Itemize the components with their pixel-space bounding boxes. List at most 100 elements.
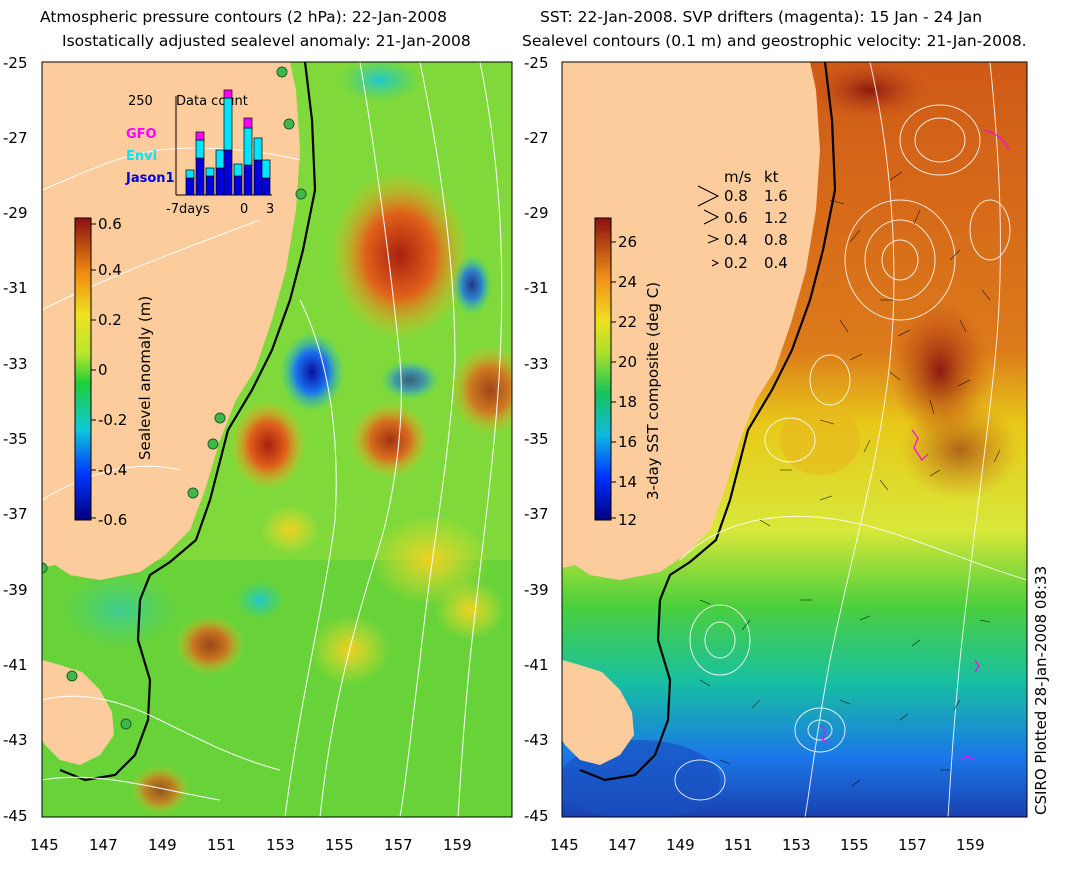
data-count-inset: 250 Data count GFO Envi Jason1 -7days 0 …	[125, 89, 274, 217]
velocity-key-kt-1: 1.2	[764, 209, 788, 227]
right-lon-tick: 153	[782, 836, 811, 854]
right-lat-tick: -25	[524, 54, 549, 72]
velocity-key-ms-2: 0.4	[724, 231, 748, 249]
shelf-break-contour	[59, 62, 317, 782]
velocity-key-kt-0: 1.6	[764, 187, 788, 205]
right-lat-tick: -33	[524, 355, 549, 373]
svp-drifter-tracks	[819, 129, 1010, 761]
left-lat-tick: -41	[3, 656, 28, 674]
left-lat-tick: -27	[3, 129, 28, 147]
velocity-key-kt-2: 0.8	[764, 231, 788, 249]
tasmania-sst	[562, 660, 634, 765]
right-lat-tick: -29	[524, 204, 549, 222]
sst-cbar-tick-2: 22	[618, 313, 637, 331]
right-lat-tick: -41	[524, 656, 549, 674]
sla-colorbar: 0.6 0.4 0.2 0 -0.2 -0.4 -0.6 Sealevel an…	[74, 215, 154, 529]
velocity-key-kt-3: 0.4	[764, 254, 788, 272]
sst-cbar-tick-3: 20	[618, 353, 637, 371]
sst-cbar-tick-0: 26	[618, 233, 637, 251]
inset-x-label-start: -7days	[166, 202, 210, 217]
sla-cbar-tick-6: -0.6	[98, 511, 127, 529]
right-lon-tick: 151	[724, 836, 753, 854]
velocity-key: m/s kt 0.8 1.6 0.6 1.2 0.4 0.8 0.2 0.4	[697, 168, 788, 272]
right-lat-tick: -39	[524, 581, 549, 599]
inset-legend-jason1: Jason1	[125, 171, 175, 186]
sst-map	[562, 62, 1027, 817]
left-lon-tick: 145	[30, 836, 59, 854]
shelf-break-contour-sst	[579, 62, 837, 782]
left-lat-tick: -29	[3, 204, 28, 222]
velocity-key-ms-0: 0.8	[724, 187, 748, 205]
right-lat-tick: -35	[524, 430, 549, 448]
sla-cbar-tick-0: 0.6	[98, 215, 122, 233]
right-lat-tick: -45	[524, 807, 549, 825]
right-lon-tick: 145	[550, 836, 579, 854]
inset-ymax-label: 250	[128, 94, 153, 109]
left-title-line1: Atmospheric pressure contours (2 hPa): 2…	[40, 8, 447, 26]
sst-cbar-tick-4: 18	[618, 393, 637, 411]
right-lat-tick: -27	[524, 129, 549, 147]
right-lon-tick: 159	[956, 836, 985, 854]
left-lat-tick: -45	[3, 807, 28, 825]
sla-cbar-tick-2: 0.2	[98, 311, 122, 329]
velocity-vectors	[699, 171, 1001, 787]
right-lat-tick: -43	[524, 731, 549, 749]
inset-title: Data count	[176, 94, 248, 109]
pressure-contours	[42, 62, 503, 817]
left-lat-tick: -37	[3, 505, 28, 523]
right-lat-axis: -25 -27 -29 -31 -33 -35 -37 -39 -41 -43 …	[524, 54, 549, 825]
velocity-key-ms-3: 0.2	[724, 254, 748, 272]
right-lon-tick: 147	[608, 836, 637, 854]
right-lon-axis: 145 147 149 151 153 155 157 159	[550, 836, 985, 854]
left-lat-axis: -25 -27 -29 -31 -33 -35 -37 -39 -41 -43 …	[3, 54, 28, 825]
warm-eddy	[330, 170, 470, 340]
left-lon-tick: 151	[207, 836, 236, 854]
left-lat-tick: -43	[3, 731, 28, 749]
left-lat-tick: -39	[3, 581, 28, 599]
right-lat-tick: -37	[524, 505, 549, 523]
inset-legend-gfo: GFO	[126, 127, 157, 142]
sst-cbar-label: 3-day SST composite (deg C)	[644, 282, 662, 500]
sst-cbar-tick-7: 12	[618, 511, 637, 529]
left-lon-axis: 145 147 149 151 153 155 157 159	[30, 836, 472, 854]
left-title-line2: Isostatically adjusted sealevel anomaly:…	[62, 32, 471, 50]
left-lat-tick: -25	[3, 54, 28, 72]
sla-cbar-tick-5: -0.4	[98, 461, 127, 479]
velocity-key-header-kt: kt	[764, 168, 779, 186]
sealevel-contours	[674, 62, 1027, 817]
right-lon-tick: 149	[666, 836, 695, 854]
inset-x-label-zero: 0	[240, 202, 248, 217]
right-title-line1: SST: 22-Jan-2008. SVP drifters (magenta)…	[540, 8, 983, 26]
left-lat-tick: -31	[3, 279, 28, 297]
sla-cbar-tick-4: -0.2	[98, 411, 127, 429]
sla-cbar-tick-1: 0.4	[98, 261, 122, 279]
right-lat-tick: -31	[524, 279, 549, 297]
left-lon-tick: 159	[443, 836, 472, 854]
inset-x-label-end: 3	[266, 202, 274, 217]
sla-cbar-label: Sealevel anomaly (m)	[136, 296, 154, 460]
right-lon-tick: 155	[840, 836, 869, 854]
sst-cbar-tick-6: 14	[618, 473, 637, 491]
sst-cbar-tick-5: 16	[618, 433, 637, 451]
right-lon-tick: 157	[898, 836, 927, 854]
left-lon-tick: 147	[89, 836, 118, 854]
left-lon-tick: 155	[325, 836, 354, 854]
tasmania	[42, 660, 114, 765]
right-title-line2: Sealevel contours (0.1 m) and geostrophi…	[522, 32, 1027, 50]
sst-map-frame	[561, 61, 1028, 818]
left-lat-tick: -33	[3, 355, 28, 373]
left-lat-tick: -35	[3, 430, 28, 448]
cool-eddy	[280, 332, 344, 412]
credit-text: CSIRO Plotted 28-Jan-2008 08:33	[1032, 565, 1050, 815]
inset-legend-envi: Envi	[126, 149, 157, 164]
sla-map	[42, 62, 512, 817]
left-lon-tick: 149	[148, 836, 177, 854]
velocity-key-header-ms: m/s	[724, 168, 752, 186]
velocity-key-ms-1: 0.6	[724, 209, 748, 227]
sla-cbar-tick-3: 0	[98, 361, 108, 379]
sst-cbar-tick-1: 24	[618, 273, 637, 291]
sla-map-frame	[41, 61, 513, 818]
sst-colorbar: 26 24 22 20 18 16 14 12 3-day SST compos…	[594, 217, 662, 529]
australia-mainland-sst	[562, 62, 820, 580]
left-lon-tick: 153	[266, 836, 295, 854]
